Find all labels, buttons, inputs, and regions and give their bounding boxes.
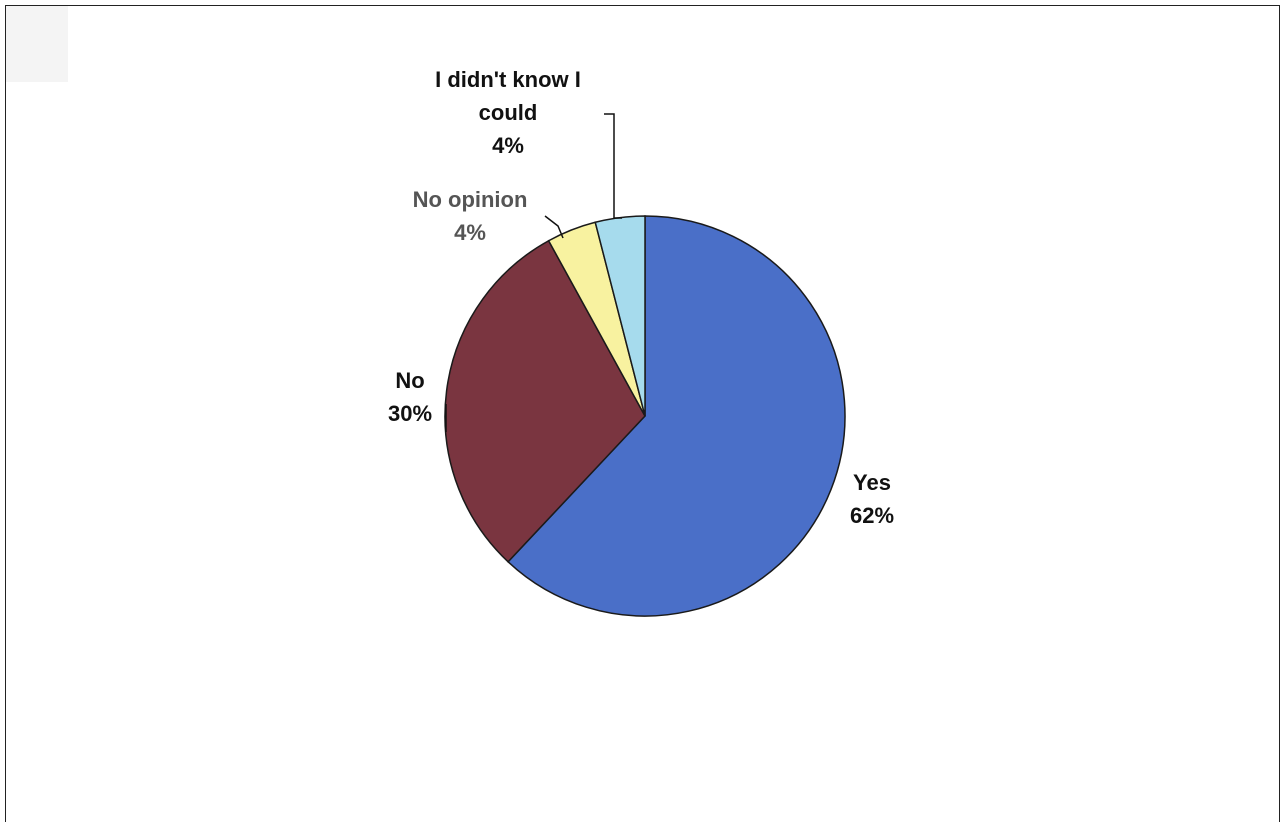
leader-line-no-opinion <box>544 215 564 239</box>
pie-slices <box>444 215 846 617</box>
pie-slice-yes <box>507 215 846 617</box>
slice-name: No opinion <box>413 187 528 212</box>
slice-name: No <box>395 368 424 393</box>
slice-name: could <box>479 100 538 125</box>
pie-slice-no <box>444 239 646 563</box>
slice-label-i-didn-t-know-i-could: I didn't know I could 4% <box>435 67 581 158</box>
slice-percent: 4% <box>454 220 486 245</box>
slice-label-yes: Yes 62% <box>850 470 894 528</box>
slice-percent: 30% <box>388 401 432 426</box>
slice-name: Yes <box>853 470 891 495</box>
leader-line-i-didn-t-know-i-could <box>604 113 622 219</box>
leader-lines <box>445 113 622 432</box>
slice-label-no: No 30% <box>388 368 432 426</box>
corner-shade <box>6 6 68 82</box>
slice-name: I didn't know I <box>435 67 581 92</box>
slice-label-no-opinion: No opinion 4% <box>413 187 528 245</box>
slice-percent: 4% <box>492 133 524 158</box>
slice-labels: Yes 62% No 30% No opinion 4% I didn't know I co… <box>388 67 894 528</box>
slice-percent: 62% <box>850 503 894 528</box>
